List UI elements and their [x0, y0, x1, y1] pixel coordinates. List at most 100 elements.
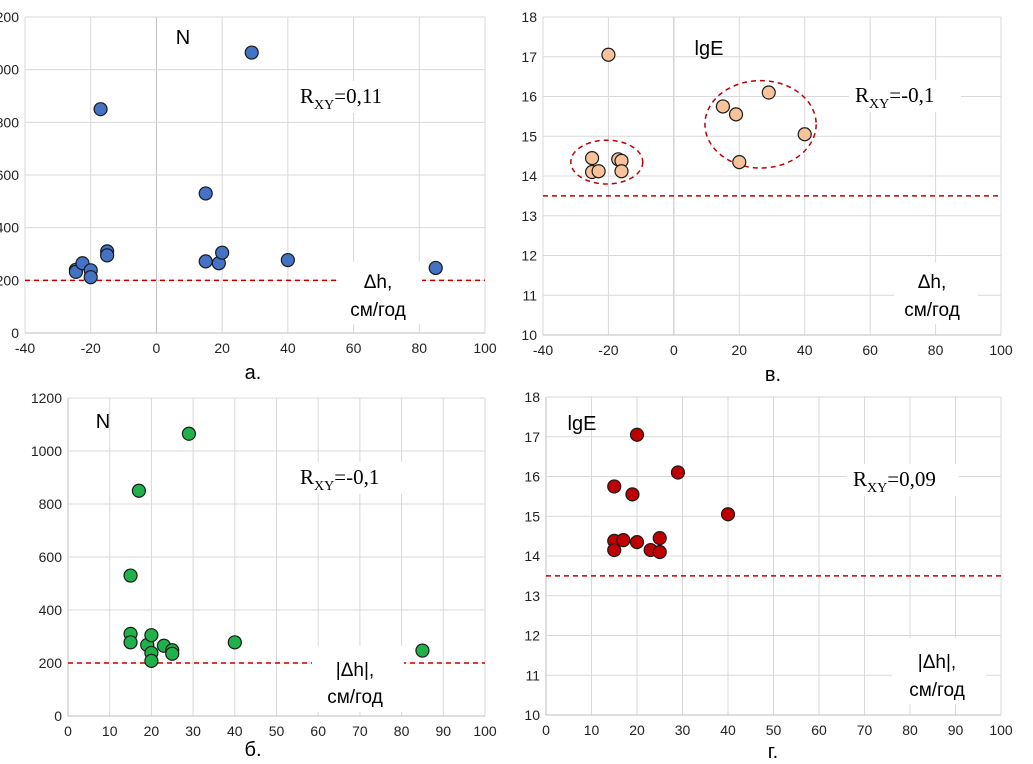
x-tick-label: 80	[928, 342, 944, 358]
x-tick-label: 100	[473, 723, 497, 739]
corr-value: =-0,1	[334, 465, 379, 489]
x-tick-label: 100	[989, 722, 1013, 738]
x-tick-label: -20	[81, 340, 101, 356]
x-tick-label: 10	[102, 723, 118, 739]
corr-background	[847, 464, 959, 496]
panel-a: -40-20020406080100020040060080010001200N…	[0, 9, 497, 384]
data-point	[652, 531, 667, 546]
x-tick-label: 40	[720, 722, 736, 738]
correlation-label: RXY=0,11	[300, 84, 382, 113]
x-axis-unit: см/год	[904, 300, 960, 321]
data-point	[181, 426, 197, 441]
data-point	[629, 427, 645, 442]
data-point	[607, 479, 622, 494]
data-point	[797, 127, 812, 142]
y-tick-label: 11	[525, 667, 540, 683]
y-tick-label: 1200	[31, 390, 62, 406]
x-axis-label: |Δh|,	[918, 652, 956, 673]
x-tick-label: 60	[346, 340, 362, 356]
x-axis-unit: см/год	[909, 680, 965, 701]
correlation-label: RXY=0,09	[853, 467, 936, 496]
panel-c: -40 -20 0 20 40 60 80 100 10 11 12 13 14 15 16 17 18 lgE R…	[521, 9, 1012, 386]
data-point	[732, 154, 747, 170]
y-tick-label: 1000	[31, 443, 62, 459]
data-point	[584, 151, 600, 166]
panel-letter: а.	[245, 362, 262, 384]
corr-subscript: XY	[314, 479, 334, 494]
y-tick-label: 12	[521, 248, 537, 264]
y-tick-label: 600	[39, 549, 63, 565]
label-background	[312, 646, 404, 712]
x-tick-label: 100	[473, 340, 497, 356]
data-point	[428, 260, 443, 276]
x-tick-label: 70	[857, 722, 873, 738]
x-tick-label: 80	[394, 723, 410, 739]
data-point	[601, 47, 616, 62]
corr-symbol: R	[300, 465, 314, 489]
y-tick-label: 13	[521, 208, 537, 224]
panel-letter: г.	[768, 741, 778, 763]
x-axis-label: Δh,	[918, 272, 947, 293]
data-point	[614, 164, 629, 179]
x-tick-label: 40	[797, 342, 813, 358]
corr-value: =-0,1	[889, 83, 934, 107]
x-tick-label: 0	[64, 723, 72, 739]
data-point	[761, 85, 776, 100]
x-axis-label: Δh,	[364, 272, 393, 293]
y-tick-label: 1000	[0, 62, 19, 78]
data-point	[93, 102, 108, 117]
x-tick-label: -20	[598, 342, 618, 358]
x-tick-label: 40	[280, 340, 296, 356]
x-tick-label: 40	[227, 723, 243, 739]
y-tick-label: 10	[521, 327, 537, 343]
x-tick-label: 30	[185, 723, 201, 739]
label-background	[338, 262, 422, 324]
data-point	[83, 270, 98, 285]
label-background	[892, 638, 986, 704]
y-tick-label: 18	[521, 9, 537, 25]
data-point	[215, 245, 230, 260]
x-tick-label: -40	[15, 340, 35, 356]
y-tick-label: 14	[521, 168, 537, 184]
corr-subscript: XY	[867, 481, 887, 496]
y-tick-label: 16	[521, 89, 537, 105]
data-point	[720, 507, 736, 522]
data-point	[165, 646, 180, 661]
corr-symbol: R	[853, 467, 867, 491]
data-point	[652, 544, 667, 560]
y-tick-label: 800	[39, 496, 63, 512]
y-tick-label: 15	[521, 128, 537, 144]
y-tick-label: 18	[524, 389, 540, 405]
y-tick-label: 15	[524, 508, 540, 524]
y-tick-label: 600	[0, 167, 19, 183]
correlation-label: RXY=-0,1	[855, 83, 934, 112]
x-tick-label: 50	[269, 723, 285, 739]
panel-b: 0 10 20 30 40 50 60 70 80 90 100020040060080010001…	[31, 390, 497, 761]
data-point	[244, 45, 259, 60]
data-point	[629, 534, 645, 550]
corr-subscript: XY	[869, 97, 889, 112]
x-tick-label: 70	[352, 723, 368, 739]
y-tick-label: 13	[524, 588, 540, 604]
data-point	[227, 635, 242, 650]
x-axis-unit: см/год	[350, 300, 406, 321]
data-point	[144, 628, 159, 643]
data-point	[131, 483, 146, 498]
data-point	[100, 248, 115, 263]
corr-subscript: XY	[314, 98, 334, 113]
corr-background	[849, 80, 961, 112]
y-axis-label: lgE	[568, 413, 597, 435]
corr-symbol: R	[300, 84, 314, 108]
x-tick-label: 10	[584, 722, 600, 738]
data-point	[670, 465, 686, 480]
y-tick-label: 14	[524, 548, 540, 564]
data-point	[625, 487, 640, 502]
panel-d: 0 10 20 30 40 50 60 70 80 90 100101112131415161718…	[524, 389, 1012, 763]
x-tick-label: 90	[948, 722, 964, 738]
corr-value: =0,11	[334, 84, 382, 108]
y-tick-label: 800	[0, 114, 19, 130]
data-point	[144, 653, 159, 668]
x-tick-label: 0	[670, 342, 678, 358]
y-tick-label: 10	[524, 707, 540, 723]
x-tick-label: 80	[902, 722, 918, 738]
